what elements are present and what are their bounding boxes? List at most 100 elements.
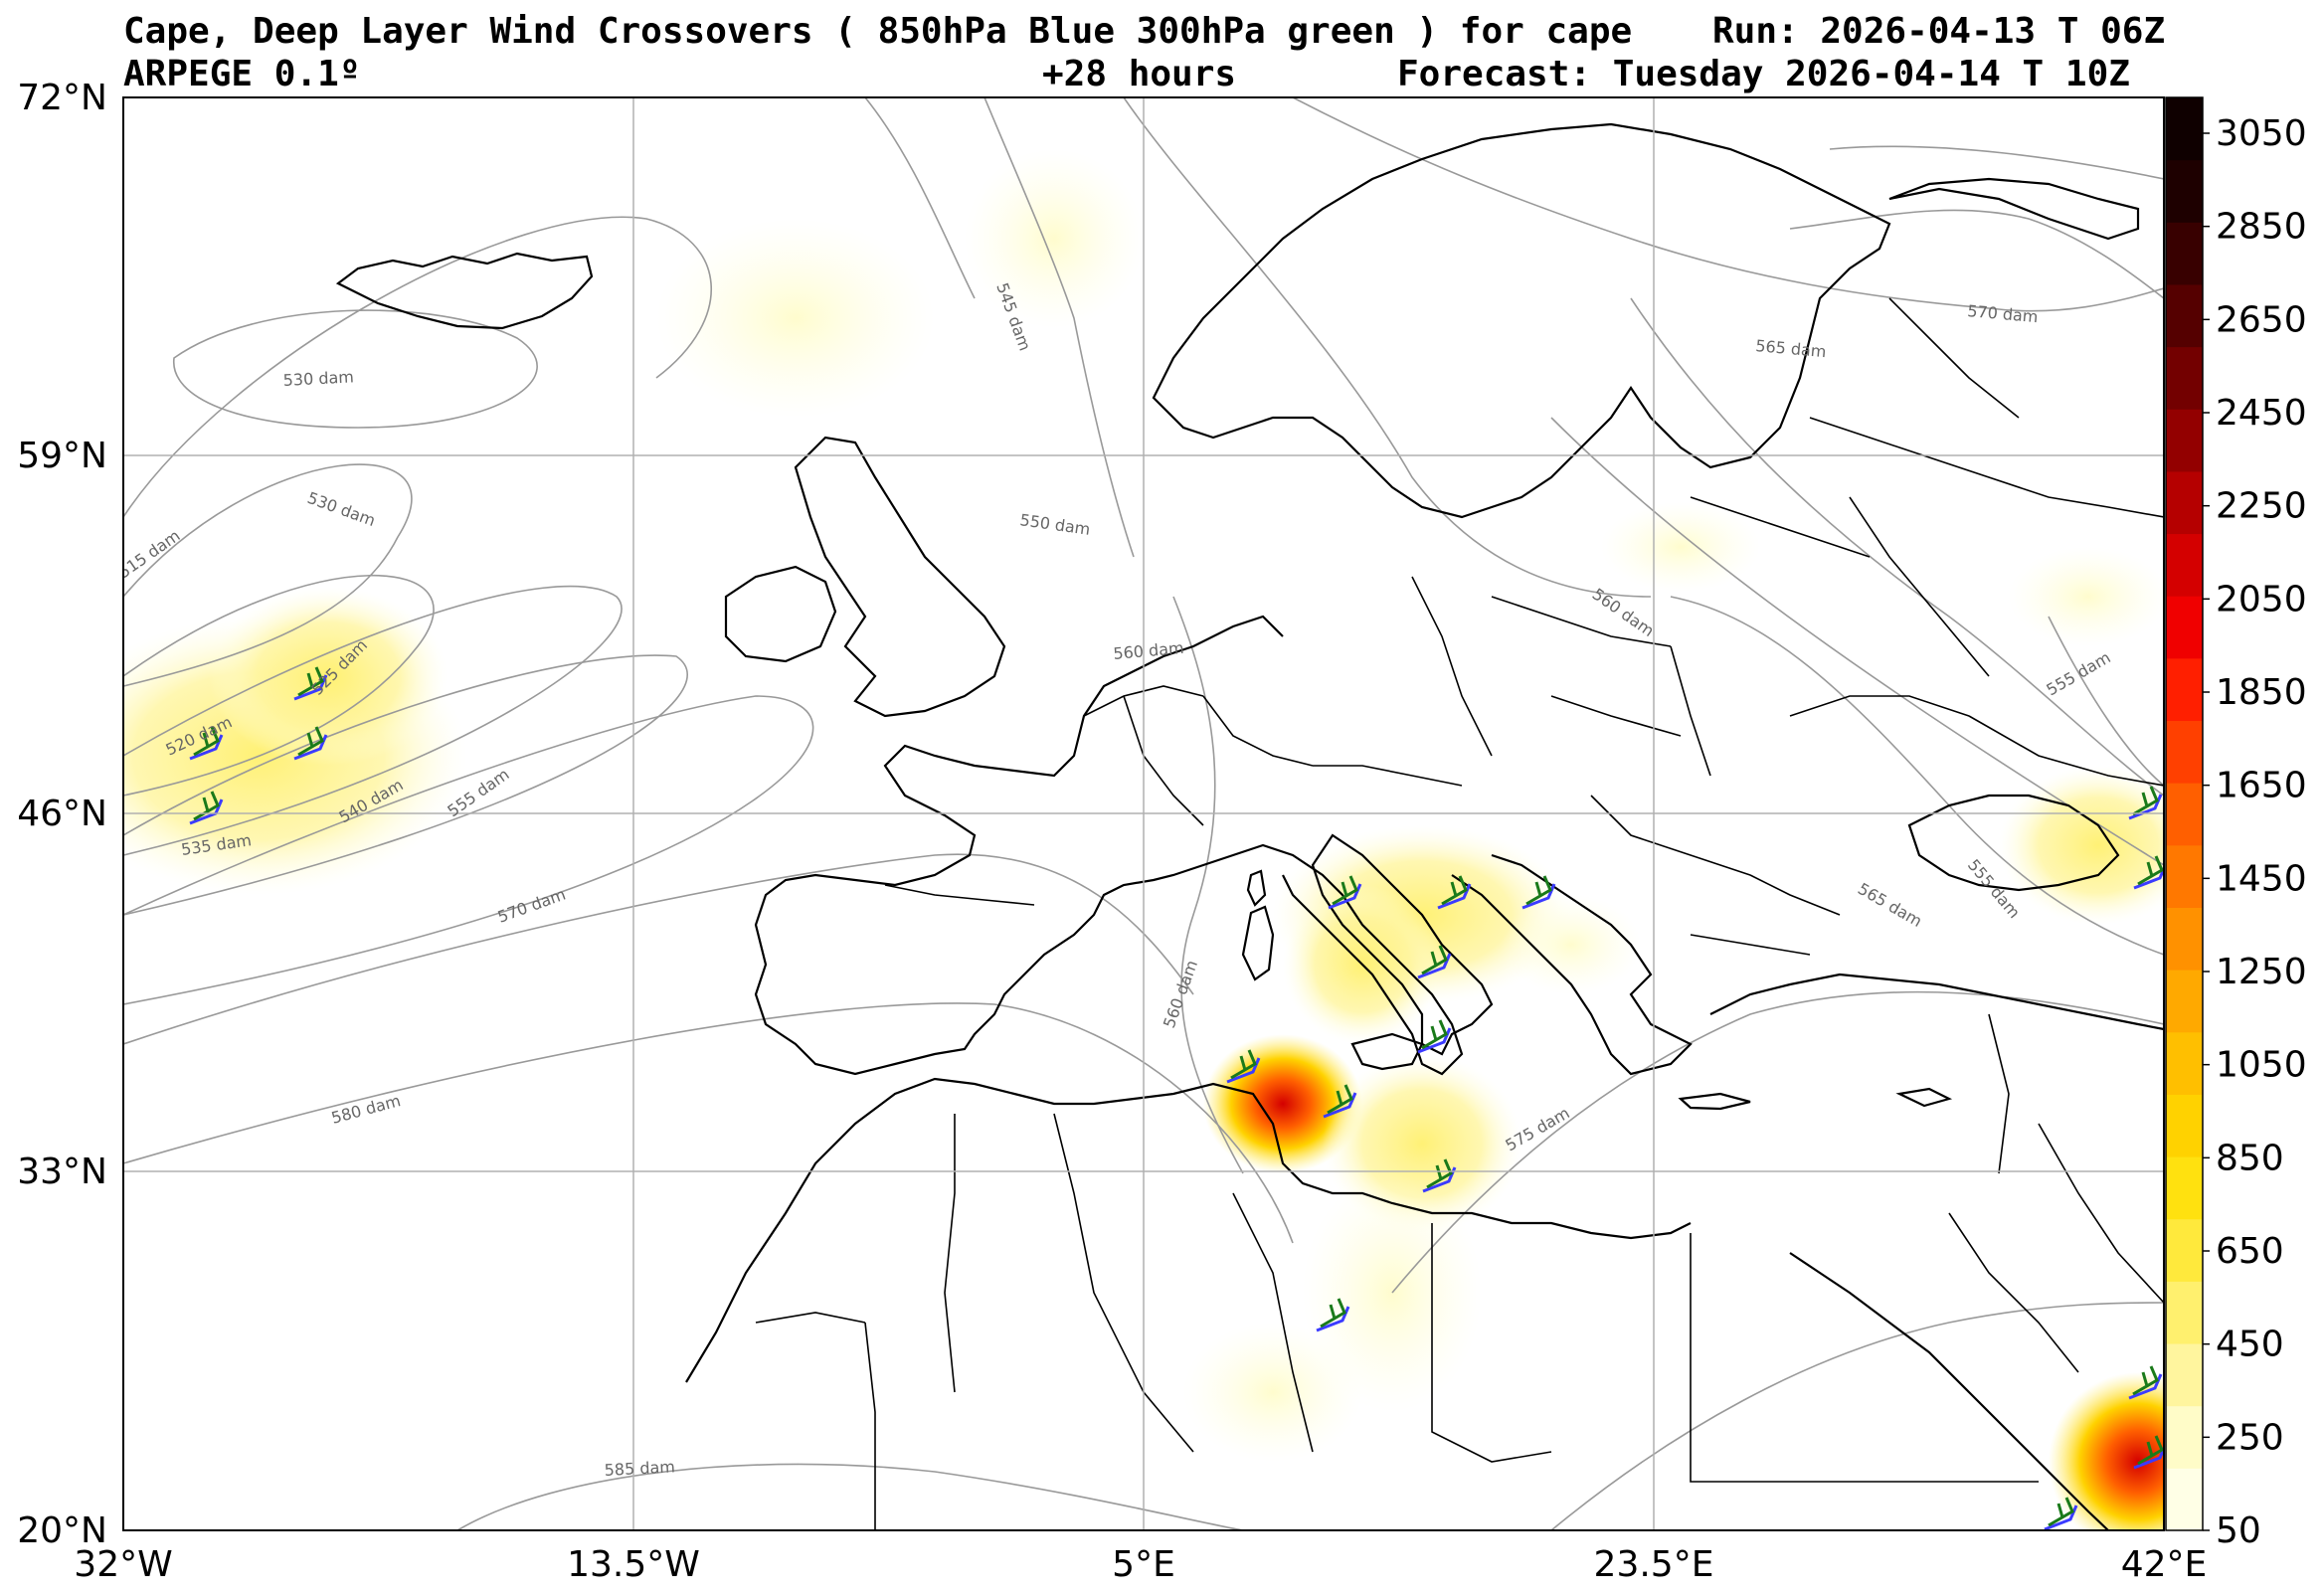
colorbar-band bbox=[2166, 159, 2203, 223]
north-africa-coastline bbox=[685, 1077, 1692, 1383]
colorbar-tick-label: 850 bbox=[2216, 1138, 2284, 1178]
map-frame bbox=[122, 96, 2165, 1531]
colorbar-band bbox=[2166, 1405, 2203, 1469]
lat-label-33n: 33°N bbox=[17, 1152, 107, 1192]
sardinia bbox=[1241, 905, 1275, 981]
continental-coastline bbox=[754, 615, 1464, 1076]
colorbar-band bbox=[2166, 346, 2203, 410]
colorbar-tick-label: 50 bbox=[2216, 1510, 2261, 1551]
colorbar-tick-label: 250 bbox=[2216, 1417, 2284, 1458]
iceland-coastline bbox=[335, 252, 594, 330]
wind-barb-850hpa bbox=[1417, 1027, 1452, 1054]
colorbar-ticks: 3050 2850 2650 2450 2250 2050 1850 1650 1450 1250… bbox=[2203, 113, 2307, 1551]
gridlines bbox=[123, 97, 2164, 1530]
wind-barb-300hpa bbox=[1320, 1298, 1346, 1329]
colorbar-frame bbox=[2165, 96, 2204, 1531]
lon-label-5e: 5°E bbox=[1112, 1544, 1175, 1585]
scandinavia-coastline bbox=[1152, 122, 1891, 519]
wind-barb-300hpa bbox=[1525, 875, 1552, 906]
lat-label-72n: 72°N bbox=[17, 78, 107, 118]
wind-barb-850hpa bbox=[1226, 1057, 1261, 1084]
great-britain-coastline bbox=[794, 436, 1006, 718]
lon-label-13-5w: 13.5°W bbox=[567, 1544, 700, 1585]
colorbar-band bbox=[2166, 657, 2203, 722]
balkans-coastline bbox=[1451, 853, 1693, 1076]
colorbar-tick-label: 2650 bbox=[2216, 299, 2307, 340]
colorbar-band bbox=[2166, 1156, 2203, 1220]
colorbar-tick-label: 2050 bbox=[2216, 579, 2307, 620]
wind-barb-300hpa bbox=[193, 726, 220, 757]
colorbar-band bbox=[2166, 409, 2203, 472]
colorbar-band bbox=[2166, 470, 2203, 535]
wind-barb-300hpa bbox=[1332, 875, 1358, 906]
wind-barb-850hpa bbox=[2128, 1373, 2163, 1400]
colorbar-band bbox=[2166, 533, 2203, 597]
wind-barb-300hpa bbox=[297, 726, 324, 757]
wind-barb-300hpa bbox=[1426, 1158, 1453, 1189]
black-sea-coastline bbox=[1907, 794, 2120, 892]
forecast-hours-label: +28 hours bbox=[1042, 54, 1237, 94]
wind-barb-850hpa bbox=[1328, 883, 1362, 910]
colorbar-tick-label: 3050 bbox=[2216, 113, 2307, 154]
wind-barb-850hpa bbox=[2128, 794, 2163, 820]
wind-barb-850hpa bbox=[1316, 1306, 1350, 1332]
wind-barb-300hpa bbox=[1421, 1019, 1448, 1050]
colorbar-tick-label: 1050 bbox=[2216, 1045, 2307, 1086]
longitude-labels: 32°W 13.5°W 5°E 23.5°E 42°E bbox=[74, 1544, 2207, 1585]
map-title-line1: Cape, Deep Layer Wind Crossovers ( 850hP… bbox=[123, 11, 1633, 52]
wind-barb-850hpa bbox=[1521, 883, 1556, 910]
wind-barb-300hpa bbox=[2048, 1497, 2074, 1527]
ireland-coastline bbox=[724, 565, 837, 663]
forecast-time-label: Forecast: Tuesday 2026-04-14 T 10Z bbox=[1397, 54, 2130, 94]
wind-barb-300hpa bbox=[2132, 1365, 2159, 1396]
colorbar-tick-label: 1450 bbox=[2216, 858, 2307, 899]
colorbar-tick-label: 450 bbox=[2216, 1325, 2284, 1365]
wind-barb-300hpa bbox=[1421, 945, 1448, 975]
wind-barb-850hpa bbox=[2044, 1505, 2078, 1530]
colorbar-band bbox=[2166, 283, 2203, 348]
sicily bbox=[1350, 1032, 1424, 1071]
latitude-labels: 72°N 59°N 46°N 33°N 20°N bbox=[17, 78, 107, 1551]
colorbar-band bbox=[2166, 844, 2203, 908]
crete bbox=[1678, 1092, 1751, 1111]
wind-barb-300hpa bbox=[2137, 1435, 2164, 1466]
colorbar-band bbox=[2166, 1094, 2203, 1157]
wind-barb-300hpa bbox=[1230, 1049, 1257, 1080]
colorbar-band bbox=[2166, 222, 2203, 285]
colorbar-band bbox=[2166, 720, 2203, 784]
italy-coastline bbox=[1311, 833, 1494, 1056]
wind-barb-850hpa bbox=[189, 734, 224, 761]
colorbar-band bbox=[2166, 783, 2203, 846]
colorbar-tick-label: 1850 bbox=[2216, 672, 2307, 713]
lon-label-42e: 42°E bbox=[2121, 1544, 2208, 1585]
wind-barb-850hpa bbox=[1437, 883, 1472, 910]
colorbar-band bbox=[2166, 1218, 2203, 1282]
wind-barb-850hpa bbox=[1417, 953, 1452, 979]
wind-barb-850hpa bbox=[2133, 1444, 2164, 1470]
cyprus bbox=[1895, 1087, 1953, 1108]
corsica bbox=[1246, 869, 1267, 907]
colorbar-tick-label: 2250 bbox=[2216, 486, 2307, 527]
colorbar: 3050 2850 2650 2450 2250 2050 1850 1650 1450 1250… bbox=[2165, 96, 2307, 1551]
colorbar-tick-label: 1650 bbox=[2216, 766, 2307, 806]
lat-label-20n: 20°N bbox=[17, 1510, 107, 1551]
wind-barb-850hpa bbox=[2133, 864, 2164, 890]
colorbar-band bbox=[2166, 970, 2203, 1033]
colorbar-tick-label: 1250 bbox=[2216, 952, 2307, 992]
lon-label-23-5e: 23.5°E bbox=[1594, 1544, 1714, 1585]
colorbar-band bbox=[2166, 1031, 2203, 1095]
contour-label: 585 dam bbox=[604, 1457, 675, 1480]
wind-barb-300hpa bbox=[297, 666, 324, 697]
lon-label-32w: 32°W bbox=[74, 1544, 172, 1585]
model-label: ARPEGE 0.1º bbox=[123, 54, 361, 94]
colorbar-band bbox=[2166, 97, 2203, 161]
colorbar-tick-label: 650 bbox=[2216, 1231, 2284, 1272]
run-time-label: Run: 2026-04-13 T 06Z bbox=[1712, 11, 2166, 52]
colorbar-band bbox=[2166, 596, 2203, 659]
geopotential-contours bbox=[123, 97, 2164, 1530]
levant-red-sea-coast bbox=[1789, 1252, 2109, 1530]
turkey-coastline bbox=[1709, 973, 2164, 1031]
colorbar-band bbox=[2166, 907, 2203, 971]
